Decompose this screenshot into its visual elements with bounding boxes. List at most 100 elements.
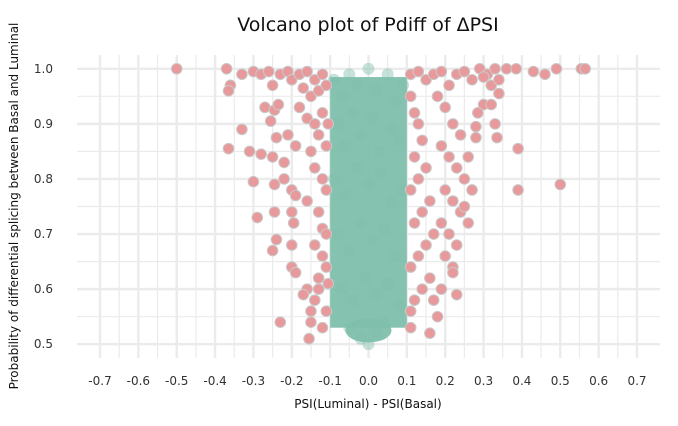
significant-point <box>500 62 513 75</box>
significant-point <box>470 120 482 133</box>
nonsignificant-point <box>370 84 383 97</box>
nonsignificant-point <box>397 79 410 92</box>
significant-point <box>435 65 448 78</box>
significant-point <box>289 266 302 279</box>
significant-point <box>408 107 421 119</box>
significant-point <box>305 305 317 317</box>
significant-point <box>278 173 290 185</box>
significant-point <box>312 272 325 284</box>
significant-point <box>293 101 306 114</box>
significant-point <box>320 184 333 196</box>
nonsignificant-point <box>393 134 406 147</box>
significant-point <box>301 65 313 78</box>
x-tick-label: 0.0 <box>359 374 378 388</box>
significant-point <box>312 283 325 295</box>
x-tick-labels: -0.7 -0.6 -0.5 -0.4 -0.3 -0.2 -0.1 0.0 0.1 0.2 0.3… <box>88 374 646 388</box>
significant-point <box>408 217 421 229</box>
significant-point <box>439 250 452 262</box>
significant-point <box>435 217 448 229</box>
nonsignificant-point <box>339 139 352 152</box>
significant-point <box>297 288 310 301</box>
significant-point <box>412 118 425 130</box>
nonsignificant-point <box>331 228 344 241</box>
significant-point <box>301 195 313 207</box>
significant-point <box>435 140 448 152</box>
significant-point <box>255 148 267 160</box>
significant-point <box>305 316 317 328</box>
significant-point <box>412 65 425 78</box>
nonsignificant-point <box>362 338 375 351</box>
significant-point <box>458 173 471 185</box>
significant-point <box>404 261 417 273</box>
significant-point <box>554 178 567 191</box>
nonsignificant-point <box>350 161 363 174</box>
significant-point <box>431 90 444 103</box>
nonsignificant-point <box>335 283 348 296</box>
significant-point <box>458 65 471 78</box>
significant-point <box>289 189 302 202</box>
significant-point <box>510 62 522 75</box>
significant-point <box>266 244 279 257</box>
significant-point <box>316 173 329 185</box>
significant-point <box>450 162 463 174</box>
significant-point <box>287 217 300 229</box>
nonsignificant-point <box>389 250 402 263</box>
significant-point <box>477 71 490 83</box>
x-tick-label: 0.4 <box>512 374 531 388</box>
significant-point <box>309 118 321 130</box>
significant-point <box>266 79 279 92</box>
significant-point <box>236 68 248 81</box>
y-tick-labels: 0.5 0.6 0.7 0.8 0.9 1.0 <box>34 62 53 351</box>
significant-point <box>170 62 183 75</box>
nonsignificant-density-base <box>345 318 392 343</box>
nonsignificant-point <box>381 68 394 81</box>
significant-point <box>431 310 444 323</box>
significant-point <box>489 62 501 75</box>
significant-point <box>424 272 436 284</box>
x-tick-label: -0.1 <box>318 374 341 388</box>
significant-point <box>424 195 436 207</box>
x-tick-label: 0.1 <box>397 374 416 388</box>
significant-point <box>462 151 475 163</box>
significant-point <box>443 79 455 92</box>
significant-point <box>447 266 459 279</box>
significant-point <box>268 178 281 191</box>
significant-point <box>404 321 417 334</box>
significant-point <box>470 131 482 144</box>
significant-point <box>450 239 463 251</box>
y-tick-label: 1.0 <box>34 62 53 76</box>
significant-point <box>320 140 333 152</box>
significant-point <box>458 200 471 213</box>
nonsignificant-point <box>393 299 406 312</box>
nonsignificant-point <box>350 79 363 92</box>
nonsignificant-point <box>370 288 383 301</box>
significant-point <box>408 294 421 306</box>
significant-point <box>412 250 425 262</box>
significant-point <box>450 288 463 301</box>
y-tick-label: 0.5 <box>34 337 53 351</box>
significant-point <box>489 118 501 130</box>
significant-point <box>443 151 455 163</box>
significant-point <box>316 68 329 81</box>
significant-point <box>309 239 321 251</box>
points-layer <box>170 62 592 351</box>
significant-point <box>282 129 294 141</box>
significant-point <box>316 321 329 334</box>
significant-point <box>243 145 256 158</box>
nonsignificant-point <box>358 272 371 285</box>
significant-point <box>297 82 310 94</box>
significant-point <box>420 162 432 174</box>
significant-point <box>322 277 335 290</box>
significant-point <box>443 228 455 240</box>
y-tick-label: 0.8 <box>34 172 53 186</box>
nonsignificant-point <box>381 277 394 290</box>
y-tick-label: 0.7 <box>34 227 53 241</box>
significant-point <box>404 305 417 317</box>
significant-point <box>550 62 563 75</box>
x-tick-label: 0.6 <box>589 374 608 388</box>
significant-point <box>320 228 333 240</box>
significant-point <box>416 134 428 147</box>
significant-point <box>439 184 452 196</box>
x-tick-label: -0.3 <box>242 374 265 388</box>
